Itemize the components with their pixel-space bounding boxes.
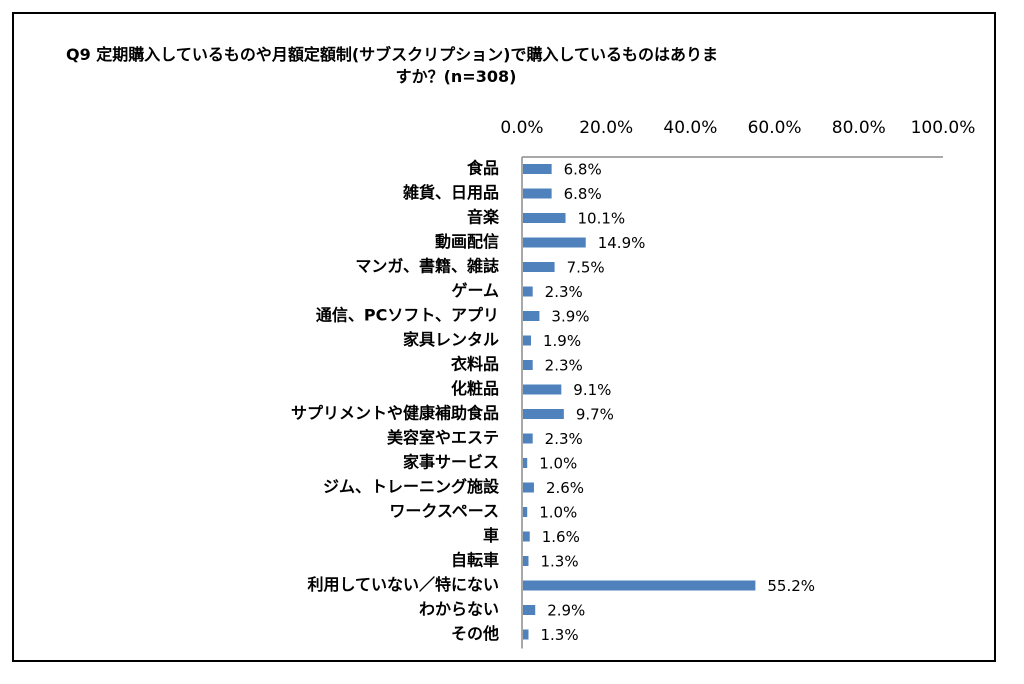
x-tick-label: 80.0%: [832, 118, 886, 138]
value-label: 1.6%: [542, 528, 580, 546]
category-label: 車: [483, 526, 499, 545]
category-label: 化粧品: [451, 379, 499, 398]
category-label: 家具レンタル: [403, 330, 499, 349]
category-label: 雑貨、日用品: [402, 183, 499, 202]
value-label: 10.1%: [578, 210, 626, 228]
bar: [523, 556, 529, 566]
value-label: 3.9%: [551, 308, 589, 326]
axes: [521, 156, 943, 649]
chart-title-line-1: Q9 定期購入しているものや月額定額制(サブスクリプション)で購入しているものは…: [66, 45, 718, 64]
value-label: 6.8%: [564, 185, 602, 203]
value-label: 9.7%: [576, 406, 614, 424]
bar: [523, 384, 562, 395]
category-label: 音楽: [467, 208, 500, 227]
value-label: 2.6%: [546, 479, 584, 497]
category-label: 通信、PCソフト、アプリ: [316, 306, 499, 325]
x-axis-ticks: 0.0% 20.0% 40.0% 60.0% 80.0% 100.0%: [500, 118, 975, 138]
category-label: わからない: [419, 600, 499, 619]
bar: [523, 531, 530, 542]
category-label: 利用していない／特にない: [307, 575, 499, 594]
x-tick-label: 100.0%: [911, 118, 976, 138]
x-tick-label: 60.0%: [748, 118, 802, 138]
bar: [523, 213, 566, 223]
chart-title: Q9 定期購入しているものや月額定額制(サブスクリプション)で購入しているものは…: [66, 44, 846, 88]
value-label: 2.3%: [545, 357, 583, 375]
bar: [523, 311, 540, 321]
bar: [523, 507, 528, 517]
value-label: 2.3%: [545, 430, 583, 448]
bar: [523, 164, 552, 174]
bars: [523, 164, 756, 640]
x-tick-label: 20.0%: [579, 118, 633, 138]
category-label: 家事サービス: [403, 453, 499, 472]
category-label: ワークスペース: [389, 502, 499, 521]
bar: [523, 629, 529, 640]
value-label: 1.3%: [540, 553, 578, 571]
category-label: ジム、トレーニング施設: [323, 477, 500, 496]
category-label: 美容室やエステ: [387, 428, 499, 447]
bar: [523, 482, 534, 493]
value-label: 6.8%: [564, 161, 602, 179]
value-label: 2.3%: [545, 283, 583, 301]
category-label: その他: [451, 624, 499, 643]
category-label: 食品: [466, 159, 499, 178]
bar: [523, 335, 531, 346]
value-label: 2.9%: [547, 602, 585, 620]
value-label: 9.1%: [573, 381, 611, 399]
value-label: 7.5%: [567, 259, 605, 277]
value-label: 1.0%: [539, 504, 577, 522]
bar: [523, 580, 756, 591]
category-label: 衣料品: [451, 355, 499, 374]
category-label: 自転車: [451, 551, 499, 570]
bar: [523, 433, 533, 444]
category-label: ゲーム: [451, 281, 499, 300]
category-label: マンガ、書籍、雑誌: [355, 257, 499, 276]
bar: [523, 360, 533, 370]
chart-frame: [12, 12, 996, 662]
category-label: 動画配信: [435, 232, 499, 251]
value-label: 14.9%: [598, 234, 646, 252]
chart-title-line-2: すか？(n=308): [395, 67, 517, 86]
bar: [523, 605, 536, 615]
x-tick-label: 40.0%: [663, 118, 717, 138]
x-tick-label: 0.0%: [500, 118, 543, 138]
bar: [523, 237, 586, 248]
category-label: サプリメントや健康補助食品: [291, 404, 499, 423]
category-labels: 食品雑貨、日用品音楽動画配信マンガ、書籍、雑誌ゲーム通信、PCソフト、アプリ家具…: [291, 159, 500, 644]
bar: [523, 286, 533, 297]
bar: [523, 188, 552, 199]
bar: [523, 262, 555, 272]
value-label: 1.3%: [540, 626, 578, 644]
value-label: 1.0%: [539, 455, 577, 473]
bar: [523, 458, 528, 468]
value-labels: 6.8% 6.8% 10.1% 14.9% 7.5% 2.3% 3.9% 1.9% 2.3% 9.…: [539, 161, 815, 645]
bar: [523, 409, 564, 419]
value-label: 55.2%: [767, 577, 815, 595]
value-label: 1.9%: [543, 332, 581, 350]
